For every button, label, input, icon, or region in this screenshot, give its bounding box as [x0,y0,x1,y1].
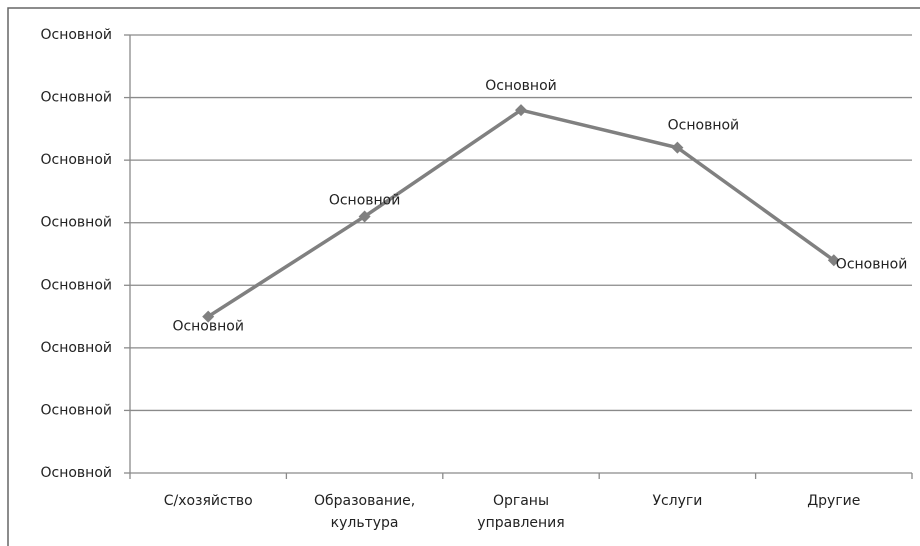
x-tick-label: С/хозяйство [164,493,253,509]
y-tick-label: Основной [40,27,112,43]
y-tick-label: Основной [40,215,112,231]
data-label: Основной [172,319,244,335]
x-tick-label: Органы управления [477,493,564,531]
marker [202,310,215,323]
x-tick-label: Образование, культура [314,493,415,531]
data-label: Основной [836,256,908,272]
marker [515,104,527,117]
chart-border [7,7,920,546]
data-label: Основной [329,192,401,208]
y-tick-label: Основной [40,152,112,168]
marker [671,141,684,154]
marker [358,210,371,223]
y-tick-label: Основной [40,402,112,418]
marker [827,254,840,267]
data-label: Основной [485,78,557,94]
y-tick-label: Основной [40,465,112,481]
data-label: Основной [668,118,740,134]
x-tick-label: Другие [807,493,860,509]
y-tick-label: Основной [40,340,112,356]
x-tick-label: Услуги [652,493,702,509]
y-tick-label: Основной [40,277,112,293]
y-tick-label: Основной [40,90,112,106]
